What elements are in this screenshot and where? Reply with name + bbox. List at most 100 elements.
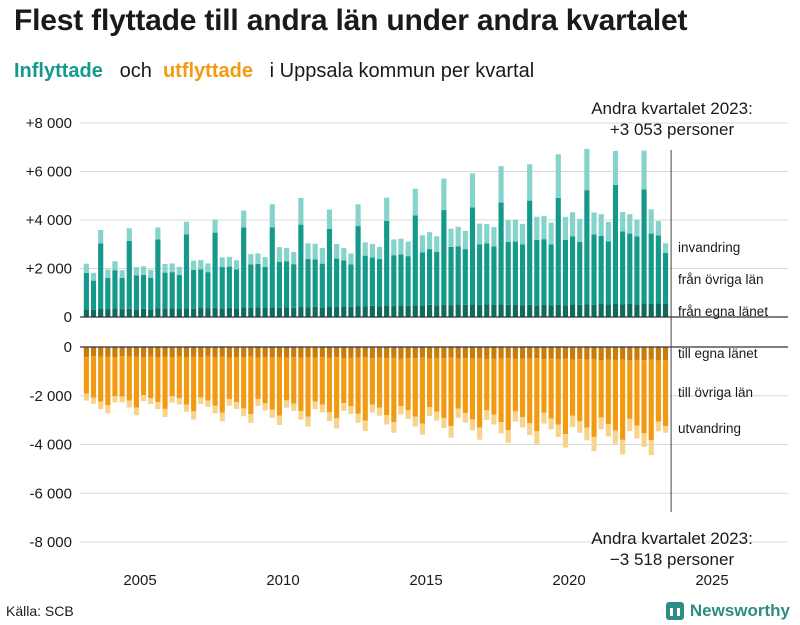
bar-in-3 (133, 267, 139, 276)
bar-in-3 (276, 247, 282, 262)
bar-in-3 (126, 228, 132, 241)
bar-in-2 (469, 207, 476, 305)
bar-out-3 (419, 423, 425, 435)
bar-in-1 (498, 304, 504, 317)
bar-out-1 (441, 347, 447, 359)
bar-out-1 (341, 347, 347, 358)
bar-in-1 (133, 309, 139, 317)
bar-in-3 (434, 236, 440, 253)
series-label-top: från egna länet (678, 304, 768, 319)
bar-out-2 (291, 357, 297, 404)
bar-in-1 (241, 307, 247, 317)
bar-in-3 (491, 227, 497, 247)
bar-in-3 (191, 260, 197, 270)
bar-out-3 (441, 417, 447, 429)
bar-out-3 (355, 413, 361, 423)
bar-in-1 (291, 307, 297, 317)
bar-in-2 (419, 252, 425, 306)
bar-out-1 (577, 347, 583, 360)
bar-out-1 (262, 347, 268, 357)
bar-in-2 (477, 244, 483, 305)
bar-out-1 (398, 347, 404, 359)
x-tick-label: 2025 (695, 572, 728, 589)
bar-in-2 (90, 280, 97, 310)
annotation-top-line2: +3 053 personer (610, 120, 735, 139)
bar-in-2 (634, 236, 640, 305)
bar-out-1 (612, 347, 619, 360)
bar-in-3 (462, 230, 468, 250)
bar-in-3 (369, 244, 375, 258)
x-tick-label: 2015 (409, 572, 442, 589)
bar-out-1 (469, 347, 476, 359)
bar-in-1 (255, 307, 261, 317)
bar-out-1 (98, 347, 104, 357)
bar-in-1 (369, 305, 375, 318)
bar-out-2 (419, 357, 425, 424)
bar-out-3 (326, 412, 333, 422)
bar-out-2 (548, 358, 554, 419)
bar-out-1 (548, 347, 554, 359)
bar-out-1 (198, 347, 204, 358)
bar-out-2 (498, 358, 504, 423)
bar-in-2 (198, 269, 204, 309)
bar-out-1 (541, 347, 547, 360)
bar-in-3 (262, 257, 268, 267)
bar-in-3 (205, 263, 211, 273)
bar-out-2 (648, 359, 654, 441)
bar-in-1 (405, 305, 411, 318)
bar-in-2 (169, 272, 175, 309)
bar-in-2 (398, 254, 404, 306)
bar-out-2 (141, 357, 147, 396)
bar-in-2 (319, 263, 325, 308)
bar-in-1 (212, 307, 218, 317)
bar-out-1 (269, 347, 275, 358)
bar-out-3 (362, 420, 368, 432)
bar-out-2 (384, 357, 390, 416)
bar-in-2 (326, 228, 333, 307)
bar-out-2 (398, 358, 404, 406)
bar-out-1 (484, 347, 490, 359)
bar-in-2 (434, 252, 440, 306)
bar-in-3 (198, 260, 204, 270)
bar-out-2 (369, 358, 375, 405)
bar-out-3 (634, 425, 640, 439)
newsworthy-logo-icon (665, 602, 684, 620)
bar-out-2 (276, 356, 282, 416)
bar-in-2 (334, 258, 340, 308)
bar-out-1 (412, 347, 418, 359)
bar-out-3 (662, 425, 669, 433)
bar-out-3 (384, 415, 390, 425)
bar-out-3 (605, 424, 611, 437)
bar-out-1 (119, 347, 125, 357)
bar-in-3 (284, 247, 290, 262)
bar-in-2 (355, 226, 361, 307)
bar-in-3 (90, 272, 97, 281)
bar-in-1 (398, 305, 404, 317)
bar-in-2 (584, 190, 590, 305)
bar-out-1 (90, 347, 97, 357)
bar-in-1 (577, 304, 583, 318)
bar-in-3 (477, 223, 483, 245)
bar-in-1 (584, 304, 590, 317)
bar-out-3 (391, 422, 397, 433)
bar-in-2 (212, 232, 218, 308)
bar-in-1 (119, 309, 125, 317)
bar-out-2 (462, 358, 468, 414)
bar-out-2 (219, 356, 225, 413)
bar-in-2 (312, 259, 318, 307)
bar-in-1 (362, 306, 368, 317)
bar-in-3 (162, 263, 168, 273)
bar-out-2 (491, 358, 497, 415)
bar-in-2 (83, 272, 89, 310)
bar-out-1 (427, 347, 433, 359)
bar-out-1 (155, 347, 161, 357)
bar-out-2 (191, 356, 197, 412)
bar-in-2 (548, 244, 554, 306)
y-tick-label-top: +8 000 (26, 115, 72, 132)
bar-in-1 (348, 306, 354, 317)
bar-out-3 (455, 408, 461, 418)
y-tick-label-bottom: 0 (64, 339, 72, 356)
bar-out-3 (162, 408, 168, 417)
bar-out-1 (655, 347, 661, 361)
bar-in-2 (598, 236, 604, 304)
